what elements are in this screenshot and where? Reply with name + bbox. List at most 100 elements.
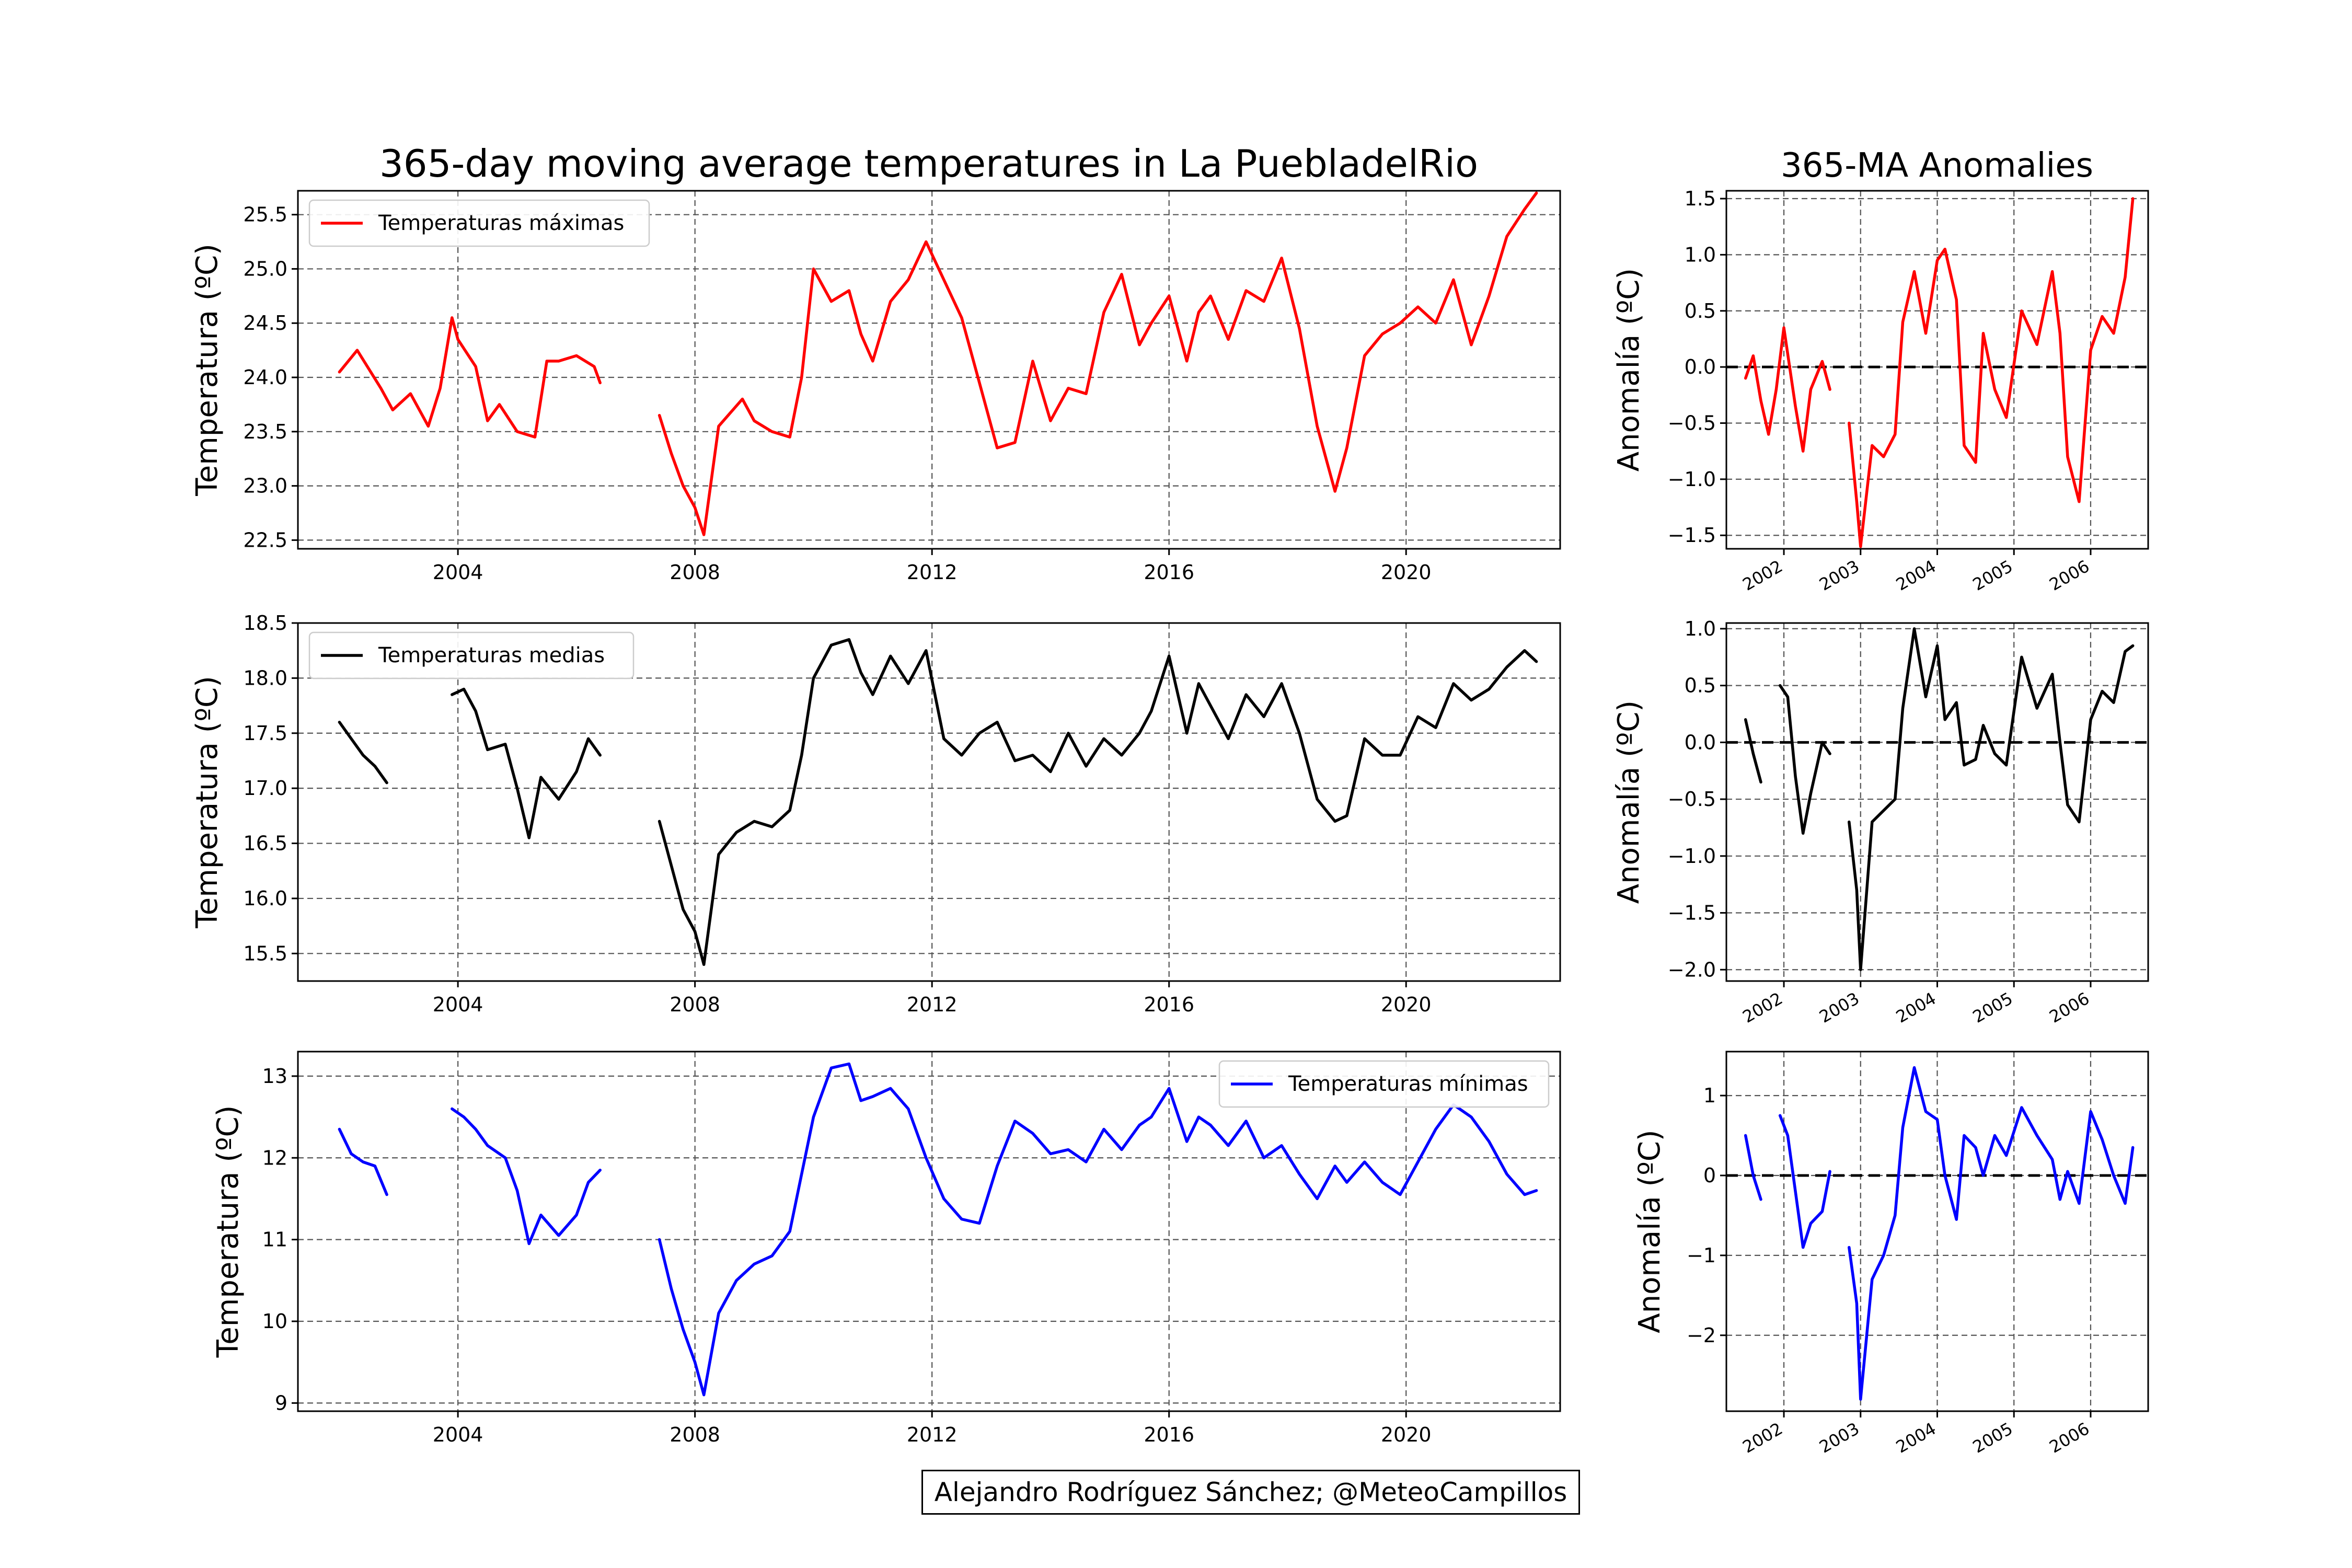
y-tick-label: −0.5	[1668, 411, 1716, 434]
chart-panel-6: 2002 2003 2004 2005 2006 −2 −1 0 1 Anomalía (ºC)	[1633, 1051, 2149, 1457]
series-line-1-segment-2	[1778, 1114, 1831, 1249]
y-axis-label: Anomalía (ºC)	[1612, 700, 1646, 904]
plot-frame	[297, 1051, 1561, 1412]
x-tick-label: 2005	[1969, 1419, 2016, 1457]
y-axis-label: Anomalía (ºC)	[1633, 1129, 1667, 1333]
legend-label: Temperaturas mínimas	[1288, 1072, 1528, 1096]
x-tick-label: 2005	[1969, 988, 2016, 1027]
y-tick-label: −1.0	[1668, 845, 1716, 868]
legend: Temperaturas mínimas	[1218, 1060, 1550, 1108]
y-tick-label: −0.5	[1668, 788, 1716, 811]
series-line-1-segment-3	[658, 638, 1538, 966]
y-tick-label: −1.0	[1668, 468, 1716, 491]
y-tick-label: 18.5	[243, 612, 287, 635]
x-tick-label: 2016	[1144, 1423, 1194, 1446]
series-line-1-segment-2	[658, 191, 1538, 536]
y-axis-label: Temperatura (ºC)	[190, 244, 224, 497]
y-tick-label: −1	[1687, 1244, 1716, 1267]
chart-panel-5: 2004 2008 2012 2016 2020 9 10 11 12 13 Temperatura…	[211, 1051, 1561, 1446]
y-tick-label: 17.5	[243, 722, 287, 745]
y-tick-label: 15.5	[243, 942, 287, 965]
x-tick-label: 2004	[1893, 988, 1940, 1027]
y-tick-label: 23.0	[243, 475, 287, 498]
y-tick-label: 25.5	[243, 203, 287, 226]
x-tick-label: 2008	[670, 993, 720, 1016]
chart-title: 365-day moving average temperatures in L…	[379, 142, 1478, 186]
y-tick-label: −1.5	[1668, 524, 1716, 547]
series-line-1-segment-3	[1848, 627, 2135, 972]
x-tick-label: 2012	[907, 1423, 958, 1446]
y-tick-label: 9	[275, 1391, 287, 1414]
y-tick-label: 10	[262, 1310, 287, 1333]
legend-label: Temperaturas medias	[378, 643, 605, 667]
y-tick-label: −2	[1687, 1324, 1716, 1347]
x-tick-label: 2020	[1381, 993, 1432, 1016]
y-tick-label: 1.0	[1685, 243, 1716, 266]
x-tick-label: 2002	[1739, 1419, 1786, 1457]
y-tick-label: 1.5	[1685, 187, 1716, 210]
x-tick-label: 2012	[907, 561, 958, 584]
series-line-1-segment-3	[658, 1062, 1538, 1397]
y-tick-label: 13	[262, 1065, 287, 1088]
legend-box	[308, 631, 635, 679]
series-line-1-segment-1	[1744, 718, 1762, 784]
x-tick-label: 2020	[1381, 561, 1432, 584]
y-tick-label: 12	[262, 1146, 287, 1169]
plot-frame	[297, 190, 1561, 550]
x-tick-label: 2006	[2046, 1419, 2093, 1457]
x-tick-label: 2004	[433, 1423, 483, 1446]
x-tick-label: 2003	[1816, 988, 1863, 1027]
series-line-1-segment-1	[1744, 1134, 1762, 1201]
y-tick-label: 18.0	[243, 666, 287, 689]
y-tick-label: 23.5	[243, 420, 287, 443]
credit-box: Alejandro Rodríguez Sánchez; @MeteoCampi…	[921, 1470, 1580, 1515]
x-tick-label: 2006	[2046, 988, 2093, 1027]
x-tick-label: 2016	[1144, 993, 1194, 1016]
series-line-1-segment-2	[1848, 197, 2135, 548]
x-tick-label: 2016	[1144, 561, 1194, 584]
y-axis-label: Temperatura (ºC)	[211, 1105, 245, 1358]
x-tick-label: 2003	[1816, 1419, 1863, 1457]
x-tick-label: 2004	[433, 993, 483, 1016]
chart-panel-2: 2002 2003 2004 2005 2006 −1.5 −1.0 −0.5 0.0 0.5 1.…	[1612, 146, 2149, 595]
series-line-1-segment-1	[1744, 326, 1831, 453]
legend-box	[308, 199, 650, 247]
series-line-1-segment-2	[1778, 684, 1831, 835]
x-tick-label: 2012	[907, 993, 958, 1016]
x-tick-label: 2008	[670, 1423, 720, 1446]
x-tick-label: 2002	[1739, 988, 1786, 1027]
series-line-1-segment-2	[451, 1107, 602, 1246]
chart-panel-3: 2004 2008 2012 2016 2020 15.5 16.0 16.5 17.0 17.5…	[190, 612, 1561, 1016]
x-tick-label: 2020	[1381, 1423, 1432, 1446]
y-tick-label: 22.5	[243, 528, 287, 551]
y-tick-label: 24.5	[243, 312, 287, 335]
y-tick-label: 17.0	[243, 777, 287, 800]
series-line-1-segment-2	[451, 687, 602, 839]
chart-panel-1: 2004 2008 2012 2016 2020 22.5 23.0 23.5 24.0 24.5…	[190, 142, 1561, 584]
legend: Temperaturas máximas	[308, 199, 650, 247]
y-tick-label: 0	[1703, 1164, 1716, 1187]
x-tick-label: 2002	[1739, 556, 1786, 595]
legend-label: Temperaturas máximas	[378, 211, 624, 235]
series-line-1-segment-1	[338, 1127, 388, 1196]
y-tick-label: −2.0	[1668, 958, 1716, 981]
x-tick-label: 2004	[1893, 1419, 1940, 1457]
legend-box	[1218, 1060, 1550, 1108]
y-tick-label: 0.0	[1685, 731, 1716, 754]
y-tick-label: 16.0	[243, 887, 287, 910]
x-tick-label: 2004	[1893, 556, 1940, 595]
y-tick-label: −1.5	[1668, 902, 1716, 925]
series-line-1-segment-1	[338, 316, 602, 439]
series-line-1-segment-1	[338, 720, 388, 785]
y-tick-label: 0.5	[1685, 674, 1716, 697]
x-tick-label: 2008	[670, 561, 720, 584]
y-tick-label: 11	[262, 1228, 287, 1251]
series-line-1-segment-3	[1848, 1066, 2135, 1401]
x-tick-label: 2003	[1816, 556, 1863, 595]
y-tick-label: 16.5	[243, 832, 287, 855]
y-tick-label: 0.5	[1685, 299, 1716, 322]
chart-panel-4: 2002 2003 2004 2005 2006 −2.0 −1.5 −1.0 −0.5 0.0 0…	[1612, 617, 2149, 1027]
legend: Temperaturas medias	[308, 631, 635, 679]
chart-title: 365-MA Anomalies	[1781, 146, 2093, 185]
y-tick-label: 0.0	[1685, 355, 1716, 378]
